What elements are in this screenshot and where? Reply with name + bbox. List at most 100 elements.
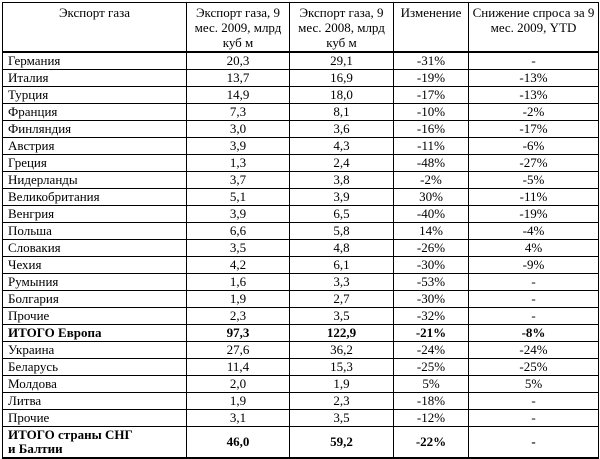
country-cell: Литва — [2, 392, 187, 410]
export-2009-cell: 20,3 — [186, 51, 290, 70]
table-row: Великобритания 5,1 3,9 30% -11% — [2, 188, 599, 206]
table-row: Турция 14,9 18,0 -17% -13% — [2, 86, 599, 104]
export-2009-cell: 2,0 — [186, 375, 290, 393]
export-2008-cell: 1,9 — [289, 375, 394, 393]
country-cell: Прочие — [2, 307, 187, 325]
change-cell: -26% — [393, 239, 469, 257]
demand-decline-cell: -27% — [468, 154, 599, 172]
country-cell: ИТОГО страны СНГ и Балтии — [2, 426, 187, 459]
country-cell: Австрия — [2, 137, 187, 155]
change-cell: -18% — [393, 392, 469, 410]
table-row: Румыния 1,6 3,3 -53% - — [2, 273, 599, 291]
export-2009-cell: 97,3 — [186, 324, 290, 342]
country-cell: Польша — [2, 222, 187, 240]
country-cell: Турция — [2, 86, 187, 104]
demand-decline-cell: 5% — [468, 375, 599, 393]
demand-decline-cell: -6% — [468, 137, 599, 155]
country-cell: Болгария — [2, 290, 187, 308]
country-cell: ИТОГО Европа — [2, 324, 187, 342]
country-cell: Франция — [2, 103, 187, 121]
change-cell: 30% — [393, 188, 469, 206]
country-cell: Румыния — [2, 273, 187, 291]
country-cell: Венгрия — [2, 205, 187, 223]
change-cell: -11% — [393, 137, 469, 155]
table-row: Австрия 3,9 4,3 -11% -6% — [2, 137, 599, 155]
change-cell: -22% — [393, 426, 469, 459]
export-2009-cell: 1,3 — [186, 154, 290, 172]
change-cell: 5% — [393, 375, 469, 393]
export-2008-cell: 4,8 — [289, 239, 394, 257]
export-2008-cell: 8,1 — [289, 103, 394, 121]
country-cell: Украина — [2, 341, 187, 359]
table-row: Италия 13,7 16,9 -19% -13% — [2, 69, 599, 87]
demand-decline-cell: - — [468, 392, 599, 410]
demand-decline-cell: -8% — [468, 324, 599, 342]
header-row: Экспорт газа Экспорт газа, 9 мес. 2009, … — [2, 2, 599, 53]
demand-decline-cell: -13% — [468, 69, 599, 87]
country-cell: Греция — [2, 154, 187, 172]
export-2008-cell: 3,3 — [289, 273, 394, 291]
demand-decline-cell: -2% — [468, 103, 599, 121]
country-cell: Италия — [2, 69, 187, 87]
change-cell: -25% — [393, 358, 469, 376]
export-2009-cell: 1,6 — [186, 273, 290, 291]
demand-decline-cell: 4% — [468, 239, 599, 257]
export-2009-cell: 11,4 — [186, 358, 290, 376]
table-row: Нидерланды 3,7 3,8 -2% -5% — [2, 171, 599, 189]
table-row: ИТОГО Европа 97,3 122,9 -21% -8% — [2, 324, 599, 342]
country-cell: Словакия — [2, 239, 187, 257]
change-cell: -21% — [393, 324, 469, 342]
demand-decline-cell: -13% — [468, 86, 599, 104]
demand-decline-cell: -4% — [468, 222, 599, 240]
export-2009-cell: 13,7 — [186, 69, 290, 87]
table-row: Молдова 2,0 1,9 5% 5% — [2, 375, 599, 393]
table-row: Чехия 4,2 6,1 -30% -9% — [2, 256, 599, 274]
demand-decline-cell: - — [468, 409, 599, 427]
change-cell: -17% — [393, 86, 469, 104]
demand-decline-cell: -19% — [468, 205, 599, 223]
header-export-2009: Экспорт газа, 9 мес. 2009, млрд куб м — [186, 2, 290, 53]
table-row: Болгария 1,9 2,7 -30% - — [2, 290, 599, 308]
country-cell: Финляндия — [2, 120, 187, 138]
change-cell: -2% — [393, 171, 469, 189]
country-cell: Германия — [2, 51, 187, 70]
export-2008-cell: 3,5 — [289, 409, 394, 427]
change-cell: 14% — [393, 222, 469, 240]
header-export-2008: Экспорт газа, 9 мес. 2008, млрд куб м — [289, 2, 394, 53]
change-cell: -10% — [393, 103, 469, 121]
change-cell: -24% — [393, 341, 469, 359]
export-2009-cell: 3,9 — [186, 137, 290, 155]
export-2008-cell: 6,5 — [289, 205, 394, 223]
table-row: Литва 1,9 2,3 -18% - — [2, 392, 599, 410]
country-cell: Великобритания — [2, 188, 187, 206]
country-cell: Прочие — [2, 409, 187, 427]
export-2009-cell: 2,3 — [186, 307, 290, 325]
export-2009-cell: 6,6 — [186, 222, 290, 240]
export-2008-cell: 18,0 — [289, 86, 394, 104]
table-row: Финляндия 3,0 3,6 -16% -17% — [2, 120, 599, 138]
country-cell: Нидерланды — [2, 171, 187, 189]
export-2009-cell: 27,6 — [186, 341, 290, 359]
export-2009-cell: 5,1 — [186, 188, 290, 206]
export-2009-cell: 3,9 — [186, 205, 290, 223]
export-2008-cell: 4,3 — [289, 137, 394, 155]
export-2008-cell: 16,9 — [289, 69, 394, 87]
table-row: Словакия 3,5 4,8 -26% 4% — [2, 239, 599, 257]
table-row: Прочие 3,1 3,5 -12% - — [2, 409, 599, 427]
change-cell: -31% — [393, 51, 469, 70]
demand-decline-cell: -25% — [468, 358, 599, 376]
change-cell: -48% — [393, 154, 469, 172]
export-2008-cell: 2,4 — [289, 154, 394, 172]
table-row: Прочие 2,3 3,5 -32% - — [2, 307, 599, 325]
table-row: Германия 20,3 29,1 -31% - — [2, 51, 599, 70]
export-2008-cell: 3,5 — [289, 307, 394, 325]
demand-decline-cell: - — [468, 290, 599, 308]
change-cell: -40% — [393, 205, 469, 223]
country-cell: Чехия — [2, 256, 187, 274]
change-cell: -53% — [393, 273, 469, 291]
export-2008-cell: 2,3 — [289, 392, 394, 410]
change-cell: -30% — [393, 290, 469, 308]
header-demand-decline: Снижение спроса за 9 мес. 2009, YTD — [468, 2, 599, 53]
